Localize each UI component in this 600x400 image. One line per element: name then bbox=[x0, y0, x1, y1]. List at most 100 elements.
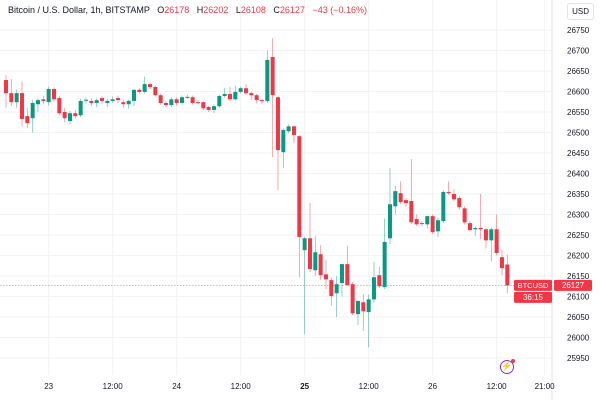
candle-body bbox=[73, 113, 78, 117]
price-tick-label: 26050 bbox=[567, 313, 590, 322]
time-tick-label: 25 bbox=[300, 382, 309, 391]
candle-body bbox=[94, 100, 99, 103]
candle-body bbox=[334, 284, 339, 294]
symbol-tag-label: BTCUSD bbox=[518, 281, 549, 290]
candle-body bbox=[158, 95, 163, 103]
close-value: 26127 bbox=[279, 5, 305, 15]
candle-body bbox=[254, 95, 259, 101]
candle-body bbox=[297, 136, 302, 238]
price-tag-bg bbox=[554, 279, 592, 291]
candle-body bbox=[174, 99, 179, 103]
price-tick-label: 26700 bbox=[567, 47, 590, 56]
candle-body bbox=[494, 229, 499, 254]
time-tick-label: 12:00 bbox=[103, 382, 124, 391]
candle-body bbox=[35, 100, 40, 105]
symbol-legend: Bitcoin / U.S. Dollar, 1h, BITSTAMP O261… bbox=[8, 5, 367, 15]
candle-body bbox=[323, 274, 328, 280]
price-tick-label: 26250 bbox=[567, 231, 590, 240]
symbol-title: Bitcoin / U.S. Dollar, 1h, BITSTAMP bbox=[8, 5, 150, 15]
candle-body bbox=[211, 106, 216, 110]
price-tick-label: 26100 bbox=[567, 293, 590, 302]
candle-body bbox=[318, 254, 323, 276]
price-tick-label: 26450 bbox=[567, 149, 590, 158]
candle-body bbox=[441, 191, 446, 222]
candle-body bbox=[14, 93, 19, 103]
price-tick-label: 26600 bbox=[567, 88, 590, 97]
time-tick-label: 26 bbox=[428, 382, 437, 391]
candle-body bbox=[387, 204, 392, 239]
candle-body bbox=[505, 264, 510, 286]
candle-body bbox=[147, 84, 152, 87]
candle-body bbox=[361, 302, 366, 312]
candle-body bbox=[355, 301, 360, 315]
candle-body bbox=[185, 96, 190, 98]
candle-body bbox=[190, 97, 195, 103]
candle-body bbox=[259, 100, 264, 102]
candle-body bbox=[195, 102, 200, 104]
candle-body bbox=[275, 97, 280, 151]
candle-body bbox=[489, 229, 494, 241]
candles bbox=[4, 38, 510, 348]
candle-body bbox=[473, 228, 478, 230]
price-tick-label: 26300 bbox=[567, 211, 590, 220]
price-tick-label: 26200 bbox=[567, 252, 590, 261]
time-tick-label: 12:00 bbox=[231, 382, 252, 391]
candle-body bbox=[238, 88, 243, 92]
candle-body bbox=[371, 277, 376, 300]
candle-body bbox=[83, 99, 88, 101]
time-tick-label: 23 bbox=[44, 382, 53, 391]
price-tick-label: 26650 bbox=[567, 67, 590, 76]
candle-body bbox=[281, 130, 286, 153]
grid bbox=[0, 0, 552, 375]
candle-body bbox=[233, 91, 238, 100]
candle-body bbox=[499, 257, 504, 269]
candle-body bbox=[51, 89, 56, 100]
candle-body bbox=[435, 220, 440, 232]
candle-body bbox=[265, 59, 270, 101]
candle-body bbox=[4, 80, 8, 94]
candle-body bbox=[46, 89, 51, 103]
lightning-icon[interactable]: ⚡ bbox=[500, 359, 515, 374]
open-value: 26178 bbox=[164, 5, 190, 15]
candle-body bbox=[89, 100, 94, 103]
price-tick-label: 26550 bbox=[567, 108, 590, 117]
candle-body bbox=[249, 93, 254, 96]
candle-body bbox=[137, 89, 142, 92]
candle-body bbox=[286, 126, 291, 132]
candle-body bbox=[446, 191, 451, 194]
candle-body bbox=[179, 97, 184, 103]
candle-body bbox=[409, 200, 414, 223]
candle-body bbox=[393, 191, 398, 207]
candle-body bbox=[110, 99, 115, 101]
candle-body bbox=[377, 275, 382, 287]
candle-body bbox=[243, 88, 248, 94]
candle-body bbox=[30, 102, 35, 119]
candle-body bbox=[222, 93, 227, 97]
candle-body bbox=[163, 102, 168, 106]
candle-body bbox=[350, 284, 355, 314]
candle-body bbox=[25, 116, 30, 124]
candle-body bbox=[67, 113, 72, 122]
symbol-tag-bg bbox=[514, 279, 552, 291]
candle-body bbox=[99, 98, 104, 101]
candle-body bbox=[425, 216, 430, 225]
candle-body bbox=[382, 241, 387, 288]
time-tick-label: 21:00 bbox=[535, 382, 556, 391]
candle-body bbox=[339, 264, 344, 283]
candle-body bbox=[302, 238, 307, 251]
candle-body bbox=[19, 93, 24, 119]
candle-body bbox=[41, 99, 46, 101]
low-value: 26108 bbox=[240, 5, 266, 15]
candle-body bbox=[206, 107, 211, 110]
currency-button[interactable]: USD bbox=[567, 3, 594, 20]
low-label: L bbox=[235, 5, 241, 15]
time-axis: 23 12:00 24 12:00 25 12:00 26 12:00 21:00 bbox=[44, 382, 555, 391]
candle-body bbox=[105, 100, 110, 103]
candle-body bbox=[419, 223, 424, 225]
candle-body bbox=[201, 102, 206, 109]
candle-body bbox=[313, 252, 318, 271]
high-label: H bbox=[196, 5, 204, 15]
symbol-price-tag: BTCUSD 36:15 26127 bbox=[514, 279, 592, 303]
price-tick-label: 26150 bbox=[567, 272, 590, 281]
